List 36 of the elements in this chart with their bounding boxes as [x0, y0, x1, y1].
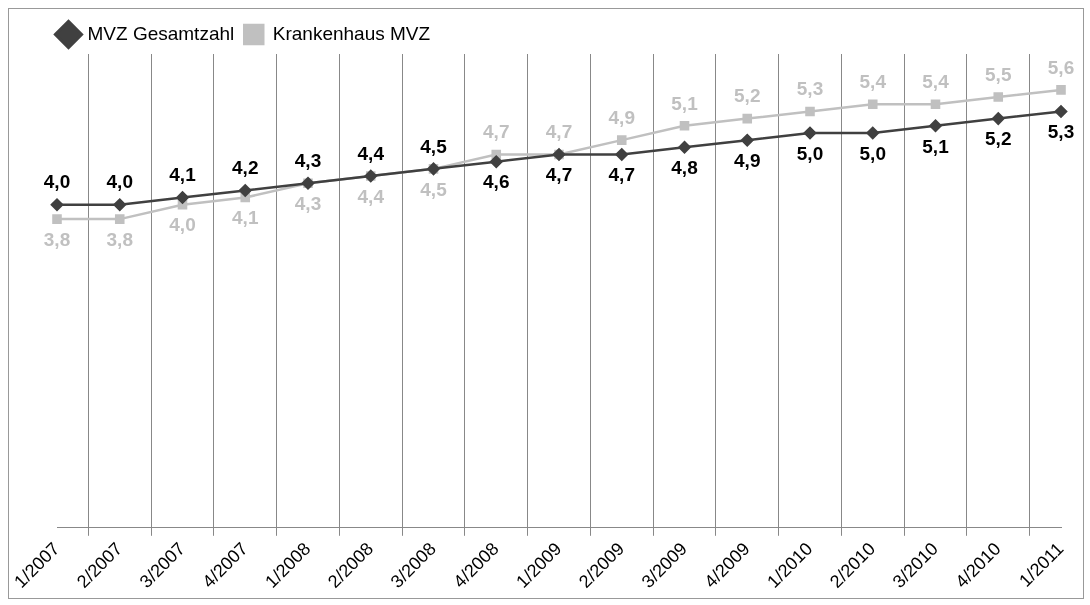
- data-label: 4,7: [545, 121, 573, 143]
- data-label: 4,4: [357, 142, 385, 164]
- data-label: 5,0: [796, 142, 824, 164]
- data-label: 4,3: [294, 192, 322, 214]
- data-label: 5,0: [859, 142, 886, 164]
- data-label: 3,8: [106, 228, 133, 250]
- data-label: 4,7: [483, 121, 510, 143]
- data-label: 3,8: [43, 228, 71, 250]
- data-label: 4,2: [232, 157, 259, 179]
- data-label: 5,6: [1047, 56, 1075, 78]
- data-label: 4,8: [671, 157, 698, 179]
- data-label: 5,4: [859, 70, 887, 92]
- data-label: 4,4: [357, 185, 385, 207]
- data-label: 5,2: [985, 128, 1012, 150]
- data-label: 4,5: [420, 178, 448, 200]
- data-label: 5,1: [922, 135, 950, 157]
- data-label: 4,0: [169, 214, 196, 236]
- data-label: 4,1: [232, 207, 259, 229]
- data-label: 4,0: [43, 171, 71, 193]
- data-label: 4,3: [294, 149, 322, 171]
- data-label: 5,2: [734, 85, 761, 107]
- data-label: 5,3: [796, 78, 824, 100]
- data-label: 4,7: [545, 164, 573, 186]
- data-label: 4,7: [608, 164, 635, 186]
- data-label: 5,4: [922, 70, 950, 92]
- data-label: 5,5: [985, 63, 1012, 85]
- data-label: 4,9: [734, 149, 761, 171]
- data-label: 5,1: [671, 92, 699, 114]
- legend-label: MVZ Gesamtzahl: [87, 22, 235, 44]
- data-label: 4,6: [483, 171, 510, 193]
- data-label: 4,5: [420, 135, 448, 157]
- legend-label: Krankenhaus MVZ: [272, 22, 431, 44]
- data-label: 4,9: [608, 106, 635, 128]
- data-label: 5,3: [1047, 121, 1075, 143]
- data-label: 4,1: [169, 164, 197, 186]
- data-label: 4,0: [106, 171, 133, 193]
